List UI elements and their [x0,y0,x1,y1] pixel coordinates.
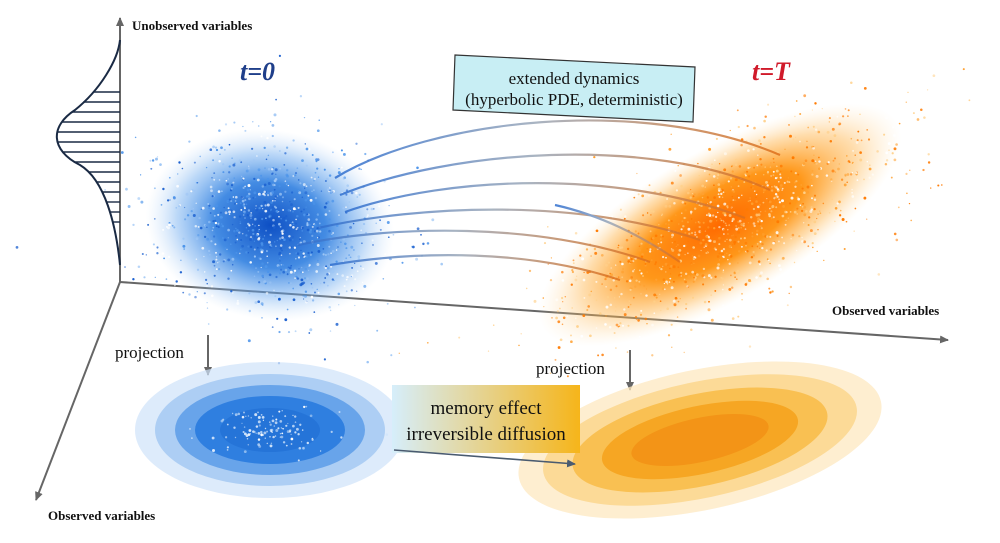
memory-box-line2: irreversible diffusion [406,424,566,445]
left-projection-label: projection [115,343,184,362]
dynamics-box-line2: (hyperbolic PDE, deterministic) [465,90,683,109]
memory-box-line1: memory effect [431,398,543,419]
depth-axis-label: Observed variables [48,508,155,523]
start-time-label: t=0 [240,57,275,86]
marginal-distribution [55,39,121,266]
trajectory-curve [344,182,746,220]
memory-box-background [392,385,580,453]
memory-arrow [393,449,576,468]
trajectory-curve [329,254,621,282]
dynamics-box-line1: extended dynamics [509,69,640,88]
end-time-label: t=T [752,57,791,86]
horizontal-axis-label: Observed variables [832,303,939,318]
projection-arrows: projection projection [115,335,634,391]
trajectory-curve [554,203,681,263]
dynamics-box: extended dynamics (hyperbolic PDE, deter… [452,54,696,123]
depth-axis [35,281,121,501]
projected-orange-distribution [518,361,882,519]
trajectory-curve [339,153,771,197]
trajectory-curve [334,119,781,179]
right-projection-label: projection [536,359,605,378]
trajectory-curve [297,229,651,264]
orange-distribution-cloud [398,32,998,418]
trajectory-curve [317,208,701,242]
marginal-density-curve [55,39,121,266]
memory-box: memory effect irreversible diffusion [392,385,580,468]
trajectory-curves [297,119,781,282]
marginal-hatching [57,91,120,223]
projected-blue-distribution [135,362,405,498]
vertical-axis-label: Unobserved variables [132,18,252,33]
blue-distribution-cloud [15,54,444,390]
